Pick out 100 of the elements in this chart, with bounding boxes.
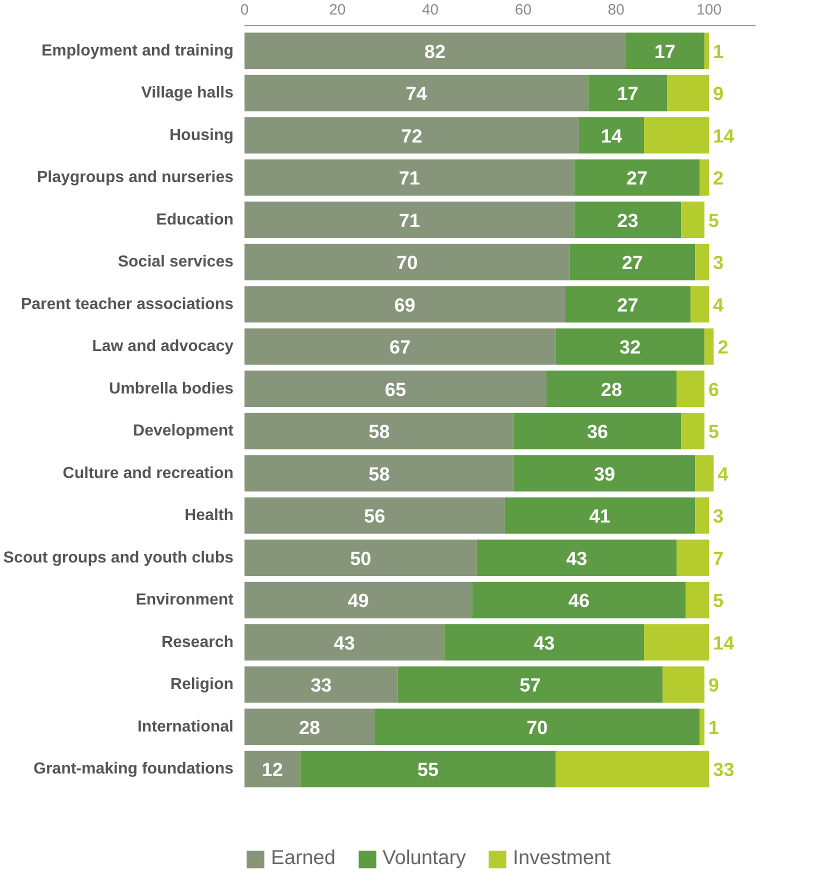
data-label: 56 — [364, 506, 386, 528]
data-label: 71 — [398, 210, 420, 232]
bar — [244, 708, 375, 746]
bar — [244, 159, 574, 196]
y-tick-label: Culture and recreation — [62, 464, 234, 482]
bar — [244, 624, 444, 661]
data-label: 36 — [586, 422, 608, 444]
y-tick-label: Housing — [170, 126, 234, 144]
data-label: 49 — [348, 591, 369, 612]
bar — [244, 750, 300, 788]
y-tick-label: Education — [156, 211, 234, 228]
y-tick-label: Grant-making foundations — [34, 760, 234, 778]
bar — [695, 455, 714, 492]
data-label: 33 — [713, 760, 734, 782]
bar — [704, 328, 714, 365]
data-label: 14 — [713, 633, 735, 654]
bar — [588, 74, 668, 112]
bar — [578, 117, 644, 154]
y-tick-label: Social services — [118, 254, 234, 271]
bar — [574, 202, 682, 238]
bar — [700, 708, 704, 746]
data-label: 72 — [401, 126, 422, 148]
bar — [681, 202, 704, 238]
data-label: 14 — [713, 126, 735, 148]
data-label: 43 — [334, 633, 355, 654]
data-label: 14 — [600, 126, 622, 148]
bar — [556, 750, 710, 788]
bar — [244, 244, 570, 280]
bar — [244, 286, 566, 323]
bar — [690, 286, 710, 323]
data-label: 27 — [622, 253, 643, 274]
data-label: 3 — [713, 506, 724, 528]
data-label: 17 — [617, 84, 638, 106]
bar — [700, 159, 710, 196]
bar — [514, 455, 696, 492]
bar — [574, 159, 700, 196]
x-tick-label: 100 — [696, 2, 722, 18]
data-label: 58 — [368, 422, 390, 444]
data-label: 6 — [708, 380, 719, 401]
data-label: 57 — [520, 676, 541, 697]
bar — [686, 582, 710, 618]
data-label: 70 — [396, 253, 418, 274]
bar — [244, 412, 514, 450]
x-tick-label: 20 — [329, 2, 346, 18]
bar — [472, 582, 686, 618]
legend-label: Investment — [512, 847, 611, 870]
bar — [244, 328, 556, 365]
x-tick-label: 80 — [608, 2, 624, 18]
bar — [546, 370, 677, 408]
x-tick-label: 40 — [422, 2, 439, 18]
data-label: 7 — [713, 548, 724, 570]
bar — [676, 370, 704, 408]
bar — [681, 412, 704, 450]
data-label: 58 — [368, 464, 390, 486]
data-label: 43 — [534, 633, 555, 654]
bar — [244, 32, 626, 70]
bar — [244, 666, 398, 703]
bar — [476, 540, 677, 576]
y-tick-label: Playgroups and nurseries — [36, 169, 234, 186]
data-label: 17 — [654, 42, 676, 63]
data-label: 27 — [617, 295, 638, 316]
data-label: 1 — [713, 42, 724, 63]
data-label: 4 — [713, 295, 724, 316]
data-label: 69 — [394, 295, 416, 316]
bar — [704, 32, 710, 70]
data-label: 4 — [718, 464, 729, 486]
data-label: 5 — [708, 422, 720, 444]
data-label: 5 — [708, 210, 720, 232]
bar — [244, 455, 514, 492]
data-label: 1 — [708, 718, 720, 739]
x-tick-label: 60 — [514, 2, 532, 18]
bar — [667, 74, 710, 112]
bar — [695, 244, 710, 280]
bar — [374, 708, 700, 746]
bar — [644, 624, 710, 661]
bar — [514, 412, 682, 450]
data-label: 82 — [424, 42, 446, 63]
bar — [565, 286, 690, 323]
bar — [244, 540, 477, 576]
bar — [556, 328, 704, 365]
bar — [662, 666, 704, 703]
data-label: 9 — [708, 676, 719, 697]
y-tick-label: Employment and training — [41, 42, 234, 60]
data-label: 3 — [713, 253, 724, 274]
y-tick-label: Religion — [170, 676, 234, 694]
bar — [570, 244, 696, 280]
data-label: 5 — [713, 591, 724, 612]
data-label: 27 — [626, 168, 648, 190]
data-label: 39 — [594, 464, 616, 486]
legend-label: Earned — [271, 847, 336, 870]
data-label: 70 — [526, 718, 548, 739]
bar — [676, 540, 710, 576]
data-label: 2 — [713, 168, 724, 190]
bar — [695, 497, 710, 534]
bar — [244, 497, 505, 534]
data-label: 28 — [600, 380, 622, 401]
data-label: 71 — [398, 168, 420, 190]
y-tick-label: Village halls — [141, 84, 234, 102]
bar — [444, 624, 644, 661]
data-label: 2 — [718, 338, 728, 359]
